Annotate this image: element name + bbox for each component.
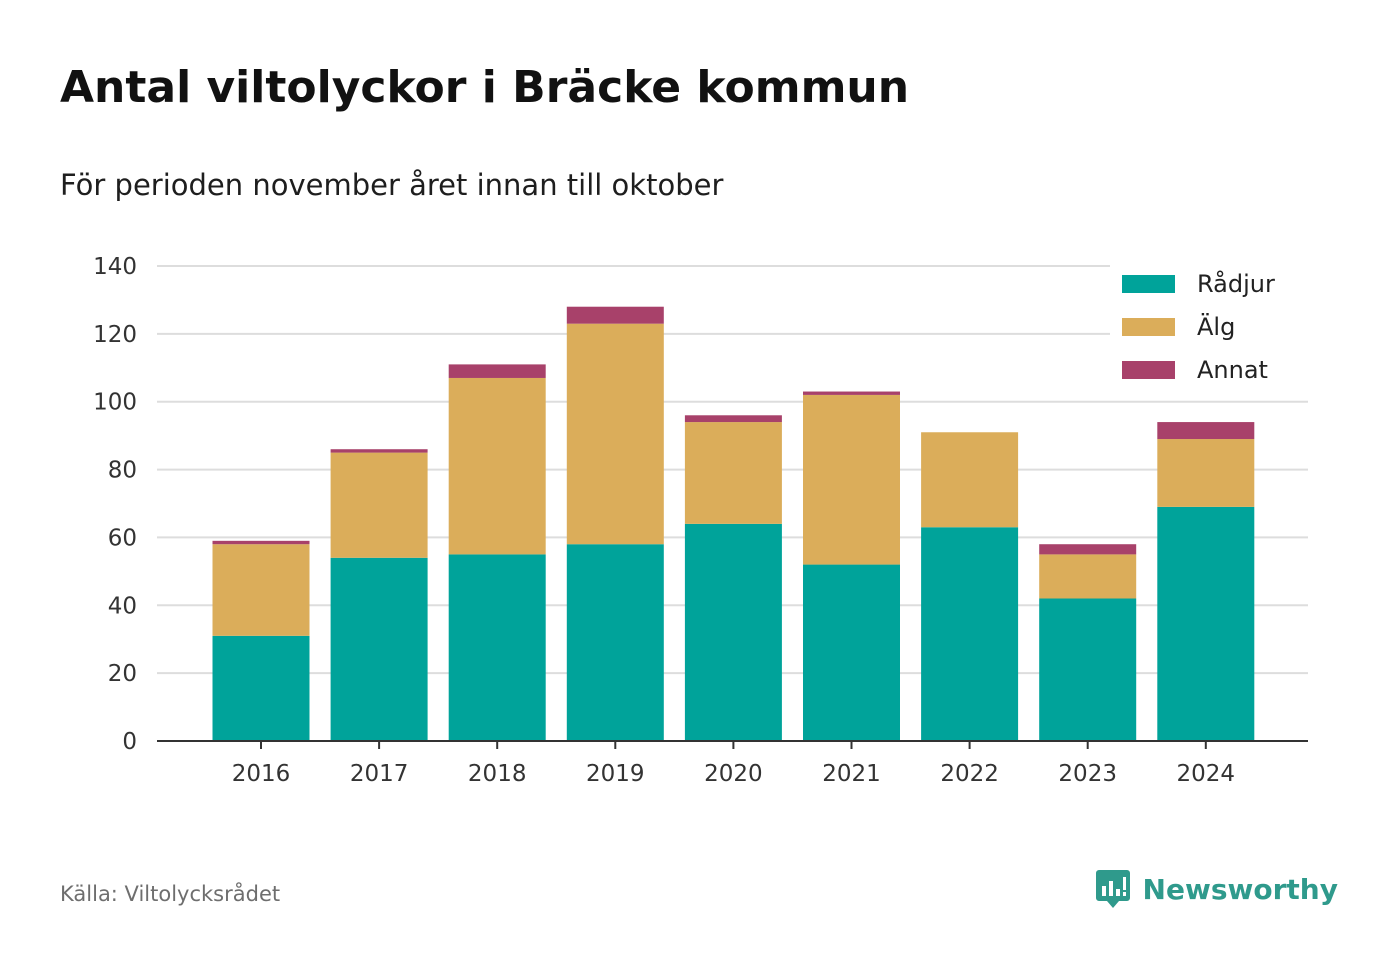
x-tick-label: 2023 <box>1058 761 1117 787</box>
bar-segment <box>921 527 1019 741</box>
bar-segment <box>1157 422 1255 440</box>
x-tick-label: 2017 <box>350 761 409 787</box>
x-axis-ticks: 2016 2017 2018 2019 2020 2021 2022 2023 2024 <box>232 741 1235 787</box>
bar-segment <box>566 306 664 324</box>
x-tick-label: 2024 <box>1177 761 1236 787</box>
bar-segment <box>566 323 664 545</box>
bar-segment <box>330 557 428 741</box>
legend-swatch <box>1122 275 1175 293</box>
bar-segment <box>212 540 310 545</box>
bar-segment <box>803 564 900 741</box>
y-tick-label: 40 <box>108 593 137 619</box>
brand-name: Newsworthy <box>1142 872 1338 906</box>
legend-swatch <box>1122 361 1175 379</box>
source-note: Källa: Viltolycksrådet <box>60 882 281 906</box>
legend: Rådjur Älg Annat <box>1110 262 1310 392</box>
y-tick-label: 120 <box>93 322 137 348</box>
bar-segment <box>1039 554 1137 599</box>
bar-segment <box>684 422 782 524</box>
bar-segment <box>684 415 782 423</box>
bar-segment <box>1039 598 1137 741</box>
bar-segment <box>330 449 428 453</box>
y-tick-label: 20 <box>108 661 137 687</box>
bars <box>212 306 1255 741</box>
bar-segment <box>1157 439 1255 507</box>
y-tick-label: 60 <box>108 525 137 551</box>
y-tick-label: 140 <box>93 254 137 280</box>
x-tick-label: 2020 <box>704 761 763 787</box>
brand-logo: Newsworthy <box>1095 868 1338 910</box>
legend-label: Rådjur <box>1197 269 1275 298</box>
legend-label: Älg <box>1197 312 1235 341</box>
y-tick-label: 80 <box>108 458 137 484</box>
x-tick-label: 2019 <box>586 761 645 787</box>
newsworthy-logo-icon <box>1095 870 1130 908</box>
bar-segment <box>566 544 664 741</box>
bar-segment <box>448 377 546 555</box>
legend-label: Annat <box>1197 356 1268 384</box>
bar-segment <box>330 452 428 558</box>
bar-segment <box>448 554 546 741</box>
y-tick-label: 0 <box>122 729 137 755</box>
bar-segment <box>803 394 900 565</box>
chart-title: Antal viltolyckor i Bräcke kommun <box>60 62 910 113</box>
x-tick-label: 2018 <box>468 761 527 787</box>
y-tick-label: 100 <box>93 390 137 416</box>
bar-segment <box>684 523 782 741</box>
bar-segment <box>921 432 1019 528</box>
bar-segment <box>803 391 900 395</box>
legend-swatch <box>1122 318 1175 336</box>
x-tick-label: 2016 <box>232 761 291 787</box>
bar-segment <box>448 364 546 378</box>
chart-subtitle: För perioden november året innan till ok… <box>60 168 724 202</box>
x-tick-label: 2021 <box>822 761 881 787</box>
bar-segment <box>1157 506 1255 741</box>
bar-segment <box>212 544 310 636</box>
bar-segment <box>212 635 310 741</box>
bar-segment <box>1039 544 1137 555</box>
x-tick-label: 2022 <box>940 761 999 787</box>
y-axis-ticks: 0 20 40 60 80 100 120 140 <box>93 254 137 755</box>
